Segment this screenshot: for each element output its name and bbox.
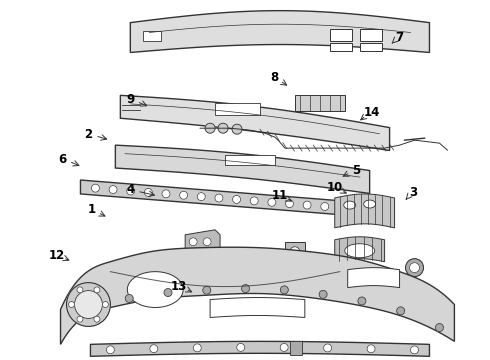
Bar <box>360 28 382 41</box>
Polygon shape <box>295 95 345 111</box>
Polygon shape <box>210 298 305 318</box>
Circle shape <box>410 263 419 273</box>
Polygon shape <box>130 11 429 53</box>
Circle shape <box>233 195 241 203</box>
Circle shape <box>367 345 375 353</box>
Circle shape <box>164 289 172 297</box>
Circle shape <box>180 191 188 199</box>
Polygon shape <box>335 237 385 262</box>
Polygon shape <box>91 341 429 356</box>
Polygon shape <box>335 194 394 228</box>
Text: 7: 7 <box>395 31 404 44</box>
Polygon shape <box>127 272 183 307</box>
Circle shape <box>189 238 197 246</box>
Circle shape <box>303 201 311 209</box>
Circle shape <box>145 188 152 197</box>
Circle shape <box>77 316 83 322</box>
Circle shape <box>358 297 366 305</box>
Circle shape <box>436 324 443 332</box>
Circle shape <box>109 186 117 194</box>
Circle shape <box>203 238 211 246</box>
Circle shape <box>280 343 288 351</box>
Circle shape <box>323 344 332 352</box>
Text: 8: 8 <box>270 71 278 84</box>
Bar <box>143 31 161 41</box>
Circle shape <box>242 284 249 293</box>
Bar <box>290 341 302 355</box>
Circle shape <box>94 287 100 293</box>
Circle shape <box>280 286 288 294</box>
Text: 12: 12 <box>49 249 65 262</box>
Text: 1: 1 <box>87 203 96 216</box>
Text: 10: 10 <box>327 181 343 194</box>
Circle shape <box>215 194 223 202</box>
Circle shape <box>77 287 83 293</box>
Polygon shape <box>185 230 220 255</box>
Circle shape <box>397 307 405 315</box>
Ellipse shape <box>345 244 375 258</box>
Circle shape <box>106 346 114 354</box>
Bar <box>225 155 275 165</box>
Text: 6: 6 <box>58 153 67 166</box>
Text: 9: 9 <box>126 93 134 106</box>
Circle shape <box>162 190 170 198</box>
Text: 13: 13 <box>171 280 187 293</box>
Circle shape <box>203 286 211 294</box>
Polygon shape <box>121 95 390 150</box>
Circle shape <box>268 198 276 206</box>
Polygon shape <box>348 268 399 288</box>
Bar <box>215 103 260 115</box>
Circle shape <box>86 305 95 312</box>
Polygon shape <box>61 247 454 345</box>
Circle shape <box>94 316 100 322</box>
Circle shape <box>69 302 74 307</box>
Bar <box>330 28 352 41</box>
Circle shape <box>67 283 110 327</box>
Circle shape <box>237 343 245 351</box>
Text: 2: 2 <box>84 128 93 141</box>
Text: 3: 3 <box>410 186 417 199</box>
Bar <box>285 242 305 262</box>
Circle shape <box>205 123 215 133</box>
Text: 5: 5 <box>353 163 361 176</box>
Polygon shape <box>80 180 340 215</box>
Bar <box>360 42 382 50</box>
Text: 14: 14 <box>364 106 380 119</box>
Circle shape <box>319 291 327 298</box>
Ellipse shape <box>343 201 356 209</box>
Ellipse shape <box>364 200 376 208</box>
Circle shape <box>250 197 258 205</box>
Circle shape <box>125 294 133 302</box>
Circle shape <box>197 193 205 201</box>
Circle shape <box>232 124 242 134</box>
Text: 11: 11 <box>272 189 288 202</box>
Circle shape <box>290 247 300 257</box>
Circle shape <box>321 203 329 211</box>
Bar <box>330 42 352 50</box>
Circle shape <box>127 187 135 195</box>
Circle shape <box>406 259 423 276</box>
Circle shape <box>193 344 201 352</box>
Text: 4: 4 <box>126 184 134 197</box>
Circle shape <box>74 291 102 319</box>
Circle shape <box>286 200 294 208</box>
Circle shape <box>102 302 108 307</box>
Circle shape <box>218 123 228 133</box>
Polygon shape <box>115 145 369 193</box>
Circle shape <box>150 345 158 353</box>
Circle shape <box>411 346 418 354</box>
Circle shape <box>92 184 99 192</box>
